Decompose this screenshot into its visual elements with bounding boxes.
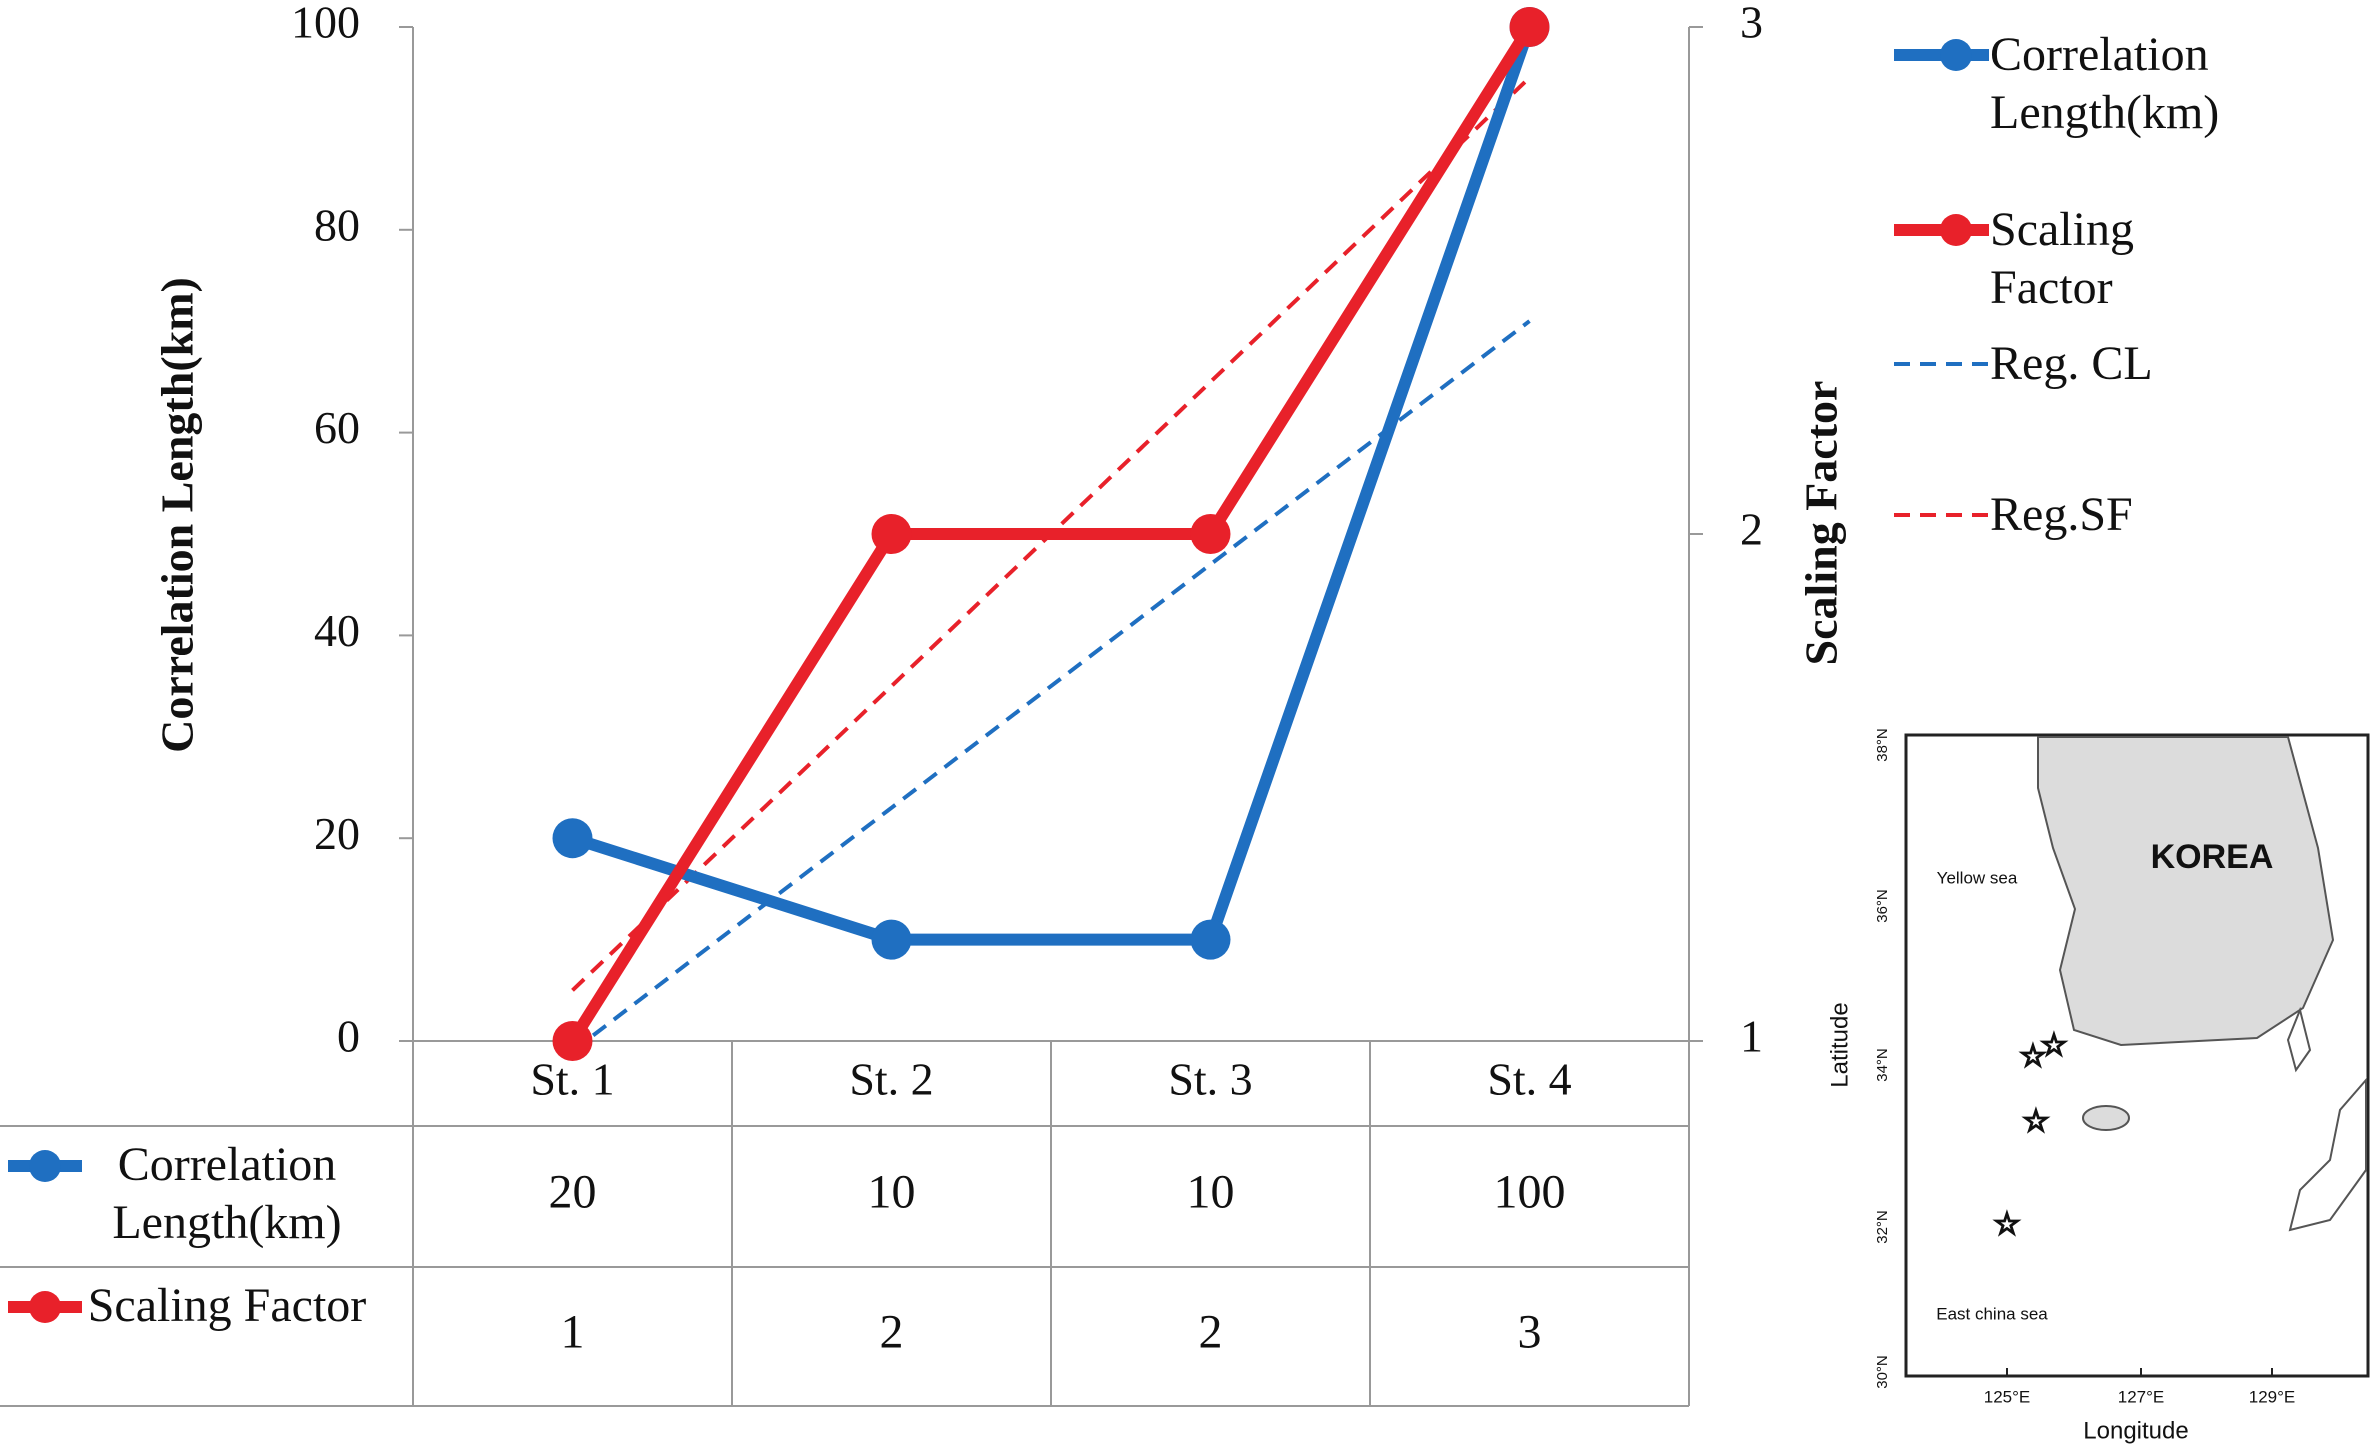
point: [1190, 514, 1231, 554]
map-lat-label: 38°N: [1874, 728, 1891, 762]
point: [552, 818, 593, 859]
point: [871, 514, 912, 554]
table-row-label: Scaling Factor: [87, 1279, 367, 1332]
y2-axis-title: Scaling Factor: [1796, 381, 1847, 666]
stations: ☆ ☆ ☆ ☆: [1993, 1028, 2069, 1242]
regression-line: [571, 319, 1531, 1053]
station-star: ☆: [1994, 1208, 2021, 1241]
map-lat-label: 34°N: [1874, 1048, 1891, 1082]
legend-label: Correlation Length(km): [1990, 28, 2220, 139]
y-tick-label: 20: [314, 808, 360, 859]
map-sea-label: Yellow sea: [1937, 868, 2018, 887]
legend-label: Scaling Factor: [1990, 203, 2134, 314]
table-row-label: Correlation Length(km): [112, 1138, 342, 1249]
legend-label: Reg.SF: [1990, 488, 2133, 541]
station-star: ☆: [2041, 1029, 2068, 1062]
y-axis-title: Correlation Length(km): [152, 277, 203, 753]
map-lon-label: 127°E: [2118, 1387, 2165, 1406]
point: [871, 919, 912, 960]
point: [1190, 919, 1231, 960]
x-tick-label: St. 1: [530, 1054, 614, 1105]
table-legend-marker: [29, 1291, 61, 1323]
legend-marker: [1940, 214, 1972, 246]
map-lat-label: 32°N: [1874, 1210, 1891, 1244]
series-line: [570, 25, 1536, 946]
map-place: KOREA: [2151, 838, 2274, 876]
y2-tick-label: 3: [1740, 0, 1763, 48]
series-line: [567, 23, 1535, 1045]
map-lat-label: 30°N: [1874, 1355, 1891, 1389]
y-tick-label: 80: [314, 199, 360, 250]
table-cell: 20: [549, 1166, 597, 1219]
map-y-label: Latitude: [1826, 1002, 1853, 1087]
table-cell: 10: [1187, 1166, 1235, 1219]
map-x-label: Longitude: [2083, 1417, 2188, 1444]
table-cell: 100: [1494, 1166, 1566, 1219]
inset-map: ☆ ☆ ☆ ☆ KOREA Yellow sea East china sea …: [1826, 728, 2370, 1444]
table-cell: 2: [880, 1306, 904, 1359]
station-star: ☆: [2023, 1105, 2050, 1138]
point: [1509, 7, 1550, 47]
station-star: ☆: [2020, 1040, 2047, 1073]
point: [552, 1021, 593, 1061]
x-tick-label: St. 4: [1487, 1054, 1571, 1105]
map-lon-label: 129°E: [2249, 1387, 2296, 1406]
table-legend-marker: [29, 1150, 61, 1182]
y-tick-label: 40: [314, 605, 360, 656]
y2-tick-label: 1: [1740, 1011, 1763, 1062]
table-cell: 1: [561, 1306, 585, 1359]
table-cell: 2: [1199, 1306, 1223, 1359]
legend-marker: [1940, 39, 1972, 71]
tsushima: [2286, 1006, 2312, 1073]
map-lat-label: 36°N: [1874, 889, 1891, 923]
japan-coast: [2288, 1077, 2367, 1232]
y2-tick-label: 2: [1740, 504, 1763, 555]
x-tick-label: St. 3: [1168, 1054, 1252, 1105]
map-sea-label: East china sea: [1936, 1304, 2048, 1323]
map-lon-label: 125°E: [1984, 1387, 2031, 1406]
jeju-island: [2082, 1105, 2130, 1131]
x-tick-label: St. 2: [849, 1054, 933, 1105]
korea-land: [2037, 736, 2335, 1047]
table-cell: 10: [868, 1166, 916, 1219]
y-tick-label: 100: [291, 0, 360, 48]
y-tick-label: 60: [314, 402, 360, 453]
table-cell: 3: [1518, 1306, 1542, 1359]
y-tick-label: 0: [337, 1011, 360, 1062]
legend-label: Reg. CL: [1990, 337, 2153, 390]
